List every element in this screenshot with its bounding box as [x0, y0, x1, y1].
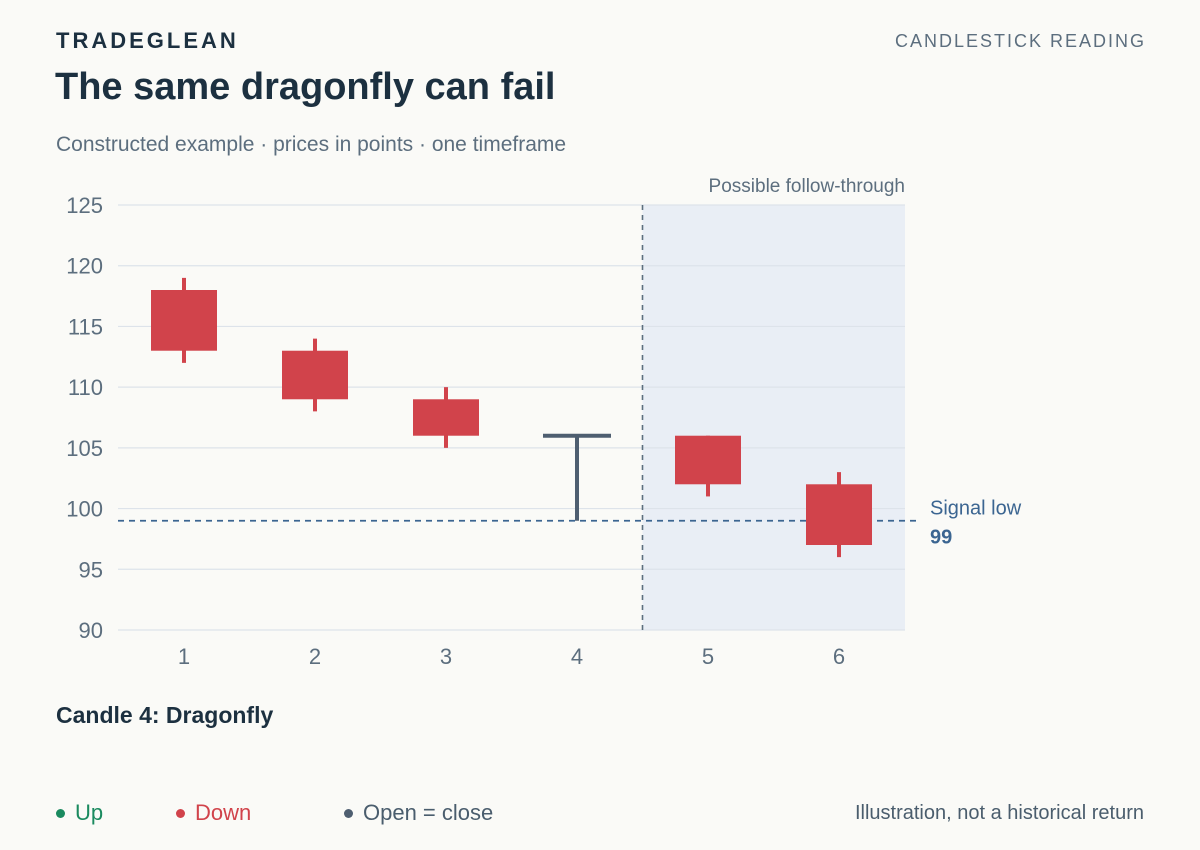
legend-item-down: Down [176, 800, 344, 826]
brand-logo-text: TRADEGLEAN [56, 28, 239, 53]
candle-body [806, 484, 872, 545]
candle-body [413, 399, 479, 436]
legend-item-up: Up [56, 800, 176, 826]
footnote: Illustration, not a historical return [854, 802, 1144, 824]
legend-dot-icon [176, 808, 185, 818]
x-tick-label: 6 [833, 644, 845, 669]
candle-body [151, 290, 217, 351]
x-tick-label: 2 [309, 644, 321, 669]
page-title: The same dragonfly can fail [55, 66, 556, 108]
y-tick-label: 110 [68, 375, 103, 400]
signal-low-value: 99 [930, 527, 952, 549]
chart-legend: Up Down Open = close [56, 800, 493, 826]
y-tick-label: 95 [79, 557, 103, 582]
y-tick-label: 100 [66, 497, 103, 522]
candle-body [675, 435, 741, 485]
x-tick-label: 5 [702, 644, 714, 669]
y-tick-label: 90 [79, 618, 103, 643]
x-tick-label: 4 [571, 644, 583, 669]
x-tick-label: 3 [440, 644, 452, 669]
y-tick-label: 125 [66, 193, 103, 218]
legend-item-open-equals-close: Open = close [344, 800, 493, 826]
x-tick-label: 1 [178, 644, 190, 669]
legend-dot-icon [344, 808, 353, 818]
legend-label-open-equals-close: Open = close [363, 800, 494, 825]
chart-caption: Candle 4: Dragonfly [56, 702, 274, 728]
signal-low-label: Signal low [930, 498, 1022, 520]
candle-body [282, 350, 348, 400]
y-tick-label: 120 [66, 254, 103, 279]
y-tick-label: 105 [66, 436, 103, 461]
legend-dot-icon [56, 808, 65, 818]
legend-label-down: Down [195, 800, 252, 825]
follow-through-label: Possible follow-through [709, 176, 905, 197]
section-tag: CANDLESTICK READING [894, 31, 1146, 51]
follow-through-region [642, 205, 905, 630]
legend-label-up: Up [75, 800, 104, 825]
page-subtitle: Constructed example · prices in points ·… [56, 133, 567, 156]
y-tick-label: 115 [68, 314, 103, 339]
